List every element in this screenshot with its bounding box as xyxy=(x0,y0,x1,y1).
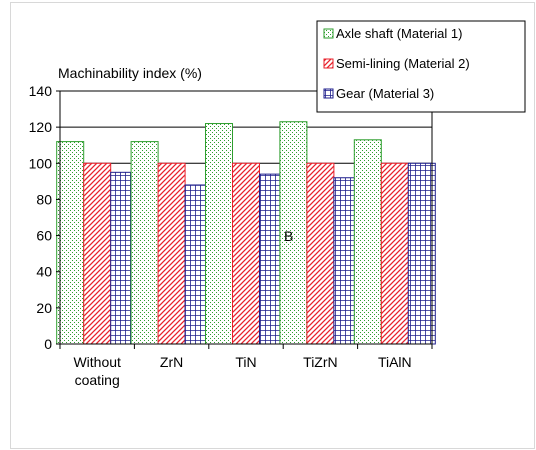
bar xyxy=(83,162,112,345)
chart-frame xyxy=(10,2,535,449)
legend-swatch xyxy=(323,88,334,99)
bar xyxy=(380,162,409,345)
bar xyxy=(205,123,233,345)
x-category-label: ZrN xyxy=(160,354,183,370)
y-ticks: 0 20 40 60 80 100 120 140 xyxy=(29,83,53,352)
bar xyxy=(56,141,85,345)
bar xyxy=(130,141,159,345)
x-category-label: TiZrN xyxy=(303,354,337,370)
y-tick-label: 60 xyxy=(36,228,52,244)
legend: Axle shaft (Material 1) Semi-lining (Mate… xyxy=(316,20,526,113)
bar xyxy=(407,162,436,345)
legend-label: Axle shaft (Material 1) xyxy=(336,26,462,41)
x-category-label: Without xyxy=(73,354,121,370)
y-tick-label: 0 xyxy=(44,336,52,352)
bar xyxy=(306,162,335,345)
bar xyxy=(157,162,186,345)
x-category-label: coating xyxy=(75,372,120,388)
legend-box xyxy=(316,20,526,113)
bar xyxy=(232,162,260,345)
y-tick-label: 40 xyxy=(36,264,52,280)
y-tick-label: 140 xyxy=(29,83,53,99)
legend-label: Semi-lining (Material 2) xyxy=(336,56,470,71)
axes xyxy=(56,90,433,349)
legend-swatch xyxy=(323,58,334,69)
bars xyxy=(56,121,436,345)
y-tick-label: 100 xyxy=(29,155,53,171)
y-tick-label: 80 xyxy=(36,191,52,207)
x-labels: Without coating ZrN TiN TiZrN TiAlN xyxy=(73,354,411,388)
x-category-label: TiN xyxy=(235,354,256,370)
bar xyxy=(353,139,382,345)
annotation-label: B xyxy=(284,228,293,244)
y-axis-label: Machinability index (%) xyxy=(58,65,202,81)
legend-label: Gear (Material 3) xyxy=(336,86,434,101)
legend-swatch xyxy=(323,28,334,39)
y-tick-label: 120 xyxy=(29,119,53,135)
y-tick-label: 20 xyxy=(36,300,52,316)
x-category-label: TiAlN xyxy=(378,354,412,370)
